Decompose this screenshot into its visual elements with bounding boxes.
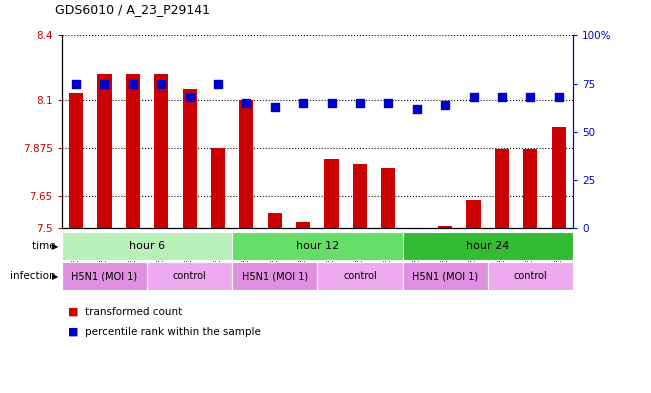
Point — [270, 103, 280, 110]
Text: time: time — [32, 241, 59, 251]
Bar — [296, 222, 311, 228]
Bar — [232, 262, 317, 290]
Bar — [69, 93, 83, 228]
Point — [213, 80, 223, 86]
Bar — [126, 74, 140, 228]
Text: transformed count: transformed count — [85, 307, 182, 317]
Text: hour 12: hour 12 — [296, 241, 339, 251]
Point — [184, 94, 195, 100]
Bar — [551, 127, 566, 228]
Text: H5N1 (MOI 1): H5N1 (MOI 1) — [72, 271, 137, 281]
Point — [411, 105, 422, 112]
Text: percentile rank within the sample: percentile rank within the sample — [85, 327, 260, 337]
Text: control: control — [514, 271, 547, 281]
Bar — [488, 262, 573, 290]
Bar — [466, 200, 480, 228]
Text: control: control — [343, 271, 377, 281]
Point — [553, 94, 564, 100]
Point — [383, 99, 394, 106]
Bar — [268, 213, 282, 228]
Bar — [147, 262, 232, 290]
Bar — [381, 168, 395, 228]
Text: ▶: ▶ — [52, 242, 59, 250]
Bar — [240, 99, 253, 228]
Point — [525, 94, 536, 100]
Point — [156, 80, 167, 86]
Text: infection: infection — [10, 271, 59, 281]
Bar — [495, 149, 509, 228]
Bar — [317, 262, 402, 290]
Text: H5N1 (MOI 1): H5N1 (MOI 1) — [412, 271, 478, 281]
Bar — [154, 74, 169, 228]
Bar — [62, 262, 147, 290]
Point — [468, 94, 478, 100]
Point — [298, 99, 309, 106]
Text: ■: ■ — [68, 327, 79, 337]
Text: hour 24: hour 24 — [466, 241, 509, 251]
Bar — [402, 262, 488, 290]
Point — [440, 101, 450, 108]
Text: GDS6010 / A_23_P29141: GDS6010 / A_23_P29141 — [55, 3, 210, 16]
Point — [355, 99, 365, 106]
Point — [497, 94, 507, 100]
Bar — [402, 232, 573, 260]
Bar — [438, 226, 452, 228]
Point — [128, 80, 138, 86]
Bar — [182, 89, 197, 228]
Bar — [523, 149, 537, 228]
Bar — [353, 164, 367, 228]
Bar — [98, 74, 111, 228]
Bar — [211, 148, 225, 228]
Bar — [62, 232, 232, 260]
Bar — [232, 232, 402, 260]
Text: control: control — [173, 271, 206, 281]
Point — [71, 80, 81, 86]
Point — [326, 99, 337, 106]
Text: hour 6: hour 6 — [129, 241, 165, 251]
Point — [99, 80, 109, 86]
Text: ■: ■ — [68, 307, 79, 317]
Point — [241, 99, 251, 106]
Text: H5N1 (MOI 1): H5N1 (MOI 1) — [242, 271, 308, 281]
Text: ▶: ▶ — [52, 272, 59, 281]
Bar — [324, 160, 339, 228]
